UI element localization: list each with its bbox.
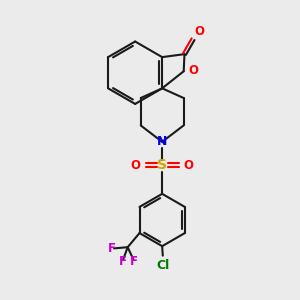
Text: N: N <box>157 135 167 148</box>
Text: F: F <box>118 255 126 268</box>
Text: O: O <box>131 158 141 172</box>
Text: F: F <box>108 242 116 255</box>
Text: F: F <box>130 255 138 268</box>
Text: S: S <box>157 158 167 172</box>
Text: O: O <box>188 64 199 76</box>
Text: O: O <box>195 25 205 38</box>
Text: O: O <box>184 158 194 172</box>
Text: Cl: Cl <box>156 259 169 272</box>
